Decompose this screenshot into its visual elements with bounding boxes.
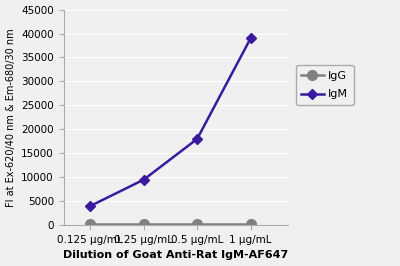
IgM xyxy=(195,137,200,140)
IgG xyxy=(88,222,93,225)
Line: IgM: IgM xyxy=(87,35,254,209)
Y-axis label: FI at Ex-620/40 nm & Em-680/30 nm: FI at Ex-620/40 nm & Em-680/30 nm xyxy=(6,28,16,207)
IgM xyxy=(88,204,93,207)
IgM xyxy=(141,178,146,181)
IgG xyxy=(248,222,253,225)
X-axis label: Dilution of Goat Anti-Rat IgM-AF647: Dilution of Goat Anti-Rat IgM-AF647 xyxy=(63,251,288,260)
IgG xyxy=(195,222,200,225)
Legend: IgG, IgM: IgG, IgM xyxy=(296,65,354,105)
Line: IgG: IgG xyxy=(86,219,256,228)
IgM xyxy=(248,37,253,40)
IgG xyxy=(141,222,146,225)
